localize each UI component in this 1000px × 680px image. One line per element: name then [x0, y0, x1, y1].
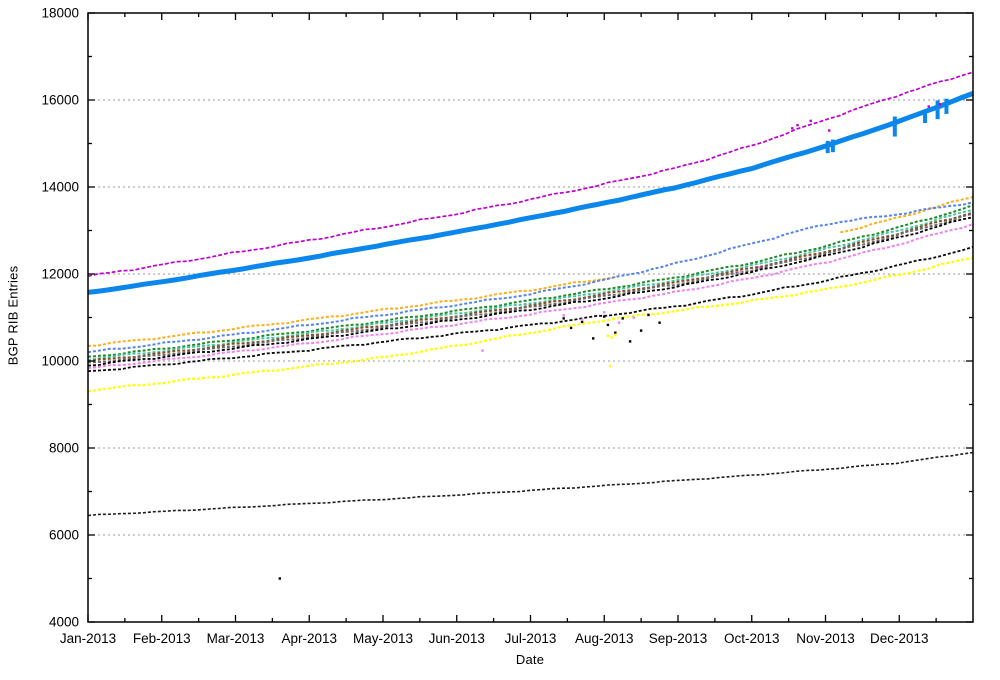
axis-ticks	[87, 12, 973, 623]
y-axis-title: BGP RIB Entries	[5, 265, 21, 366]
y-tick-labels: 4000 6000 8000 10000 12000 14000 16000 18000	[41, 6, 79, 630]
x-tick-label: Mar-2013	[207, 631, 265, 646]
y-tick-label: 10000	[41, 354, 79, 369]
outlier-point	[610, 336, 613, 339]
x-tick-label: Apr-2013	[281, 631, 337, 646]
outlier-point	[796, 124, 799, 127]
outlier-point	[621, 317, 624, 320]
outlier-point	[606, 323, 610, 327]
outlier-point	[278, 577, 281, 580]
x-tick-label: Aug-2013	[575, 631, 634, 646]
orange-line	[840, 196, 974, 234]
outlier-point	[757, 266, 761, 269]
orange-line	[87, 275, 620, 347]
outlier-point	[791, 127, 794, 130]
outlier-point	[614, 333, 617, 337]
outlier-point	[606, 334, 610, 337]
outlier-point	[608, 365, 612, 368]
outlier-point	[828, 129, 831, 132]
yellow-line	[87, 256, 974, 393]
outlier-point	[592, 337, 595, 340]
brown-line	[87, 211, 974, 363]
outlier-point	[580, 318, 584, 321]
violet-line	[87, 223, 974, 370]
outlier-point	[603, 315, 606, 318]
x-tick-label: Nov-2013	[796, 631, 855, 646]
y-tick-label: 6000	[49, 528, 79, 543]
yellow-outliers	[606, 333, 617, 368]
thick-blue-dips	[825, 98, 949, 154]
outlier-point	[569, 326, 573, 330]
series-lines	[87, 71, 974, 517]
gray-line	[87, 212, 974, 364]
x-tick-label: May-2013	[353, 631, 413, 646]
black-line-bottom	[87, 451, 974, 517]
outlier-point	[938, 103, 941, 106]
outlier-point	[628, 340, 632, 343]
outlier-point	[632, 316, 635, 319]
thick-blue-line	[87, 91, 974, 295]
x-axis-title: Date	[515, 652, 545, 667]
outlier-point	[603, 311, 606, 314]
x-tick-label: Jul-2013	[505, 631, 557, 646]
x-tick-label: Oct-2013	[724, 631, 780, 646]
y-tick-label: 16000	[41, 93, 79, 108]
x-tick-label: Jun-2013	[429, 631, 485, 646]
x-tick-label: Sep-2013	[649, 631, 708, 646]
outlier-point	[562, 314, 565, 317]
cornflower-blue-line	[87, 201, 974, 354]
outlier-point	[739, 270, 742, 273]
x-tick-label: Dec-2013	[870, 631, 929, 646]
outlier-point	[580, 320, 584, 324]
y-tick-label: 4000	[49, 615, 79, 630]
y-tick-label: 18000	[41, 6, 79, 21]
outlier-point	[639, 329, 643, 332]
outlier-point	[562, 317, 565, 320]
x-tick-label: Feb-2013	[133, 631, 191, 646]
green-line	[87, 204, 974, 358]
outlier-point	[927, 105, 930, 108]
purple-outliers	[791, 103, 941, 132]
teal-line	[87, 208, 974, 362]
black-line-upper	[87, 216, 974, 367]
outlier-point	[617, 321, 621, 324]
black-outliers	[278, 313, 661, 580]
y-tick-label: 8000	[49, 441, 79, 456]
violet-outliers	[481, 266, 761, 352]
outlier-point	[647, 313, 650, 317]
outlier-point	[614, 331, 617, 334]
y-tick-label: 14000	[41, 180, 79, 195]
black-line-mid	[87, 246, 974, 372]
x-tick-labels: Jan-2013 Feb-2013 Mar-2013 Apr-2013 May-2013…	[60, 631, 929, 646]
y-tick-label: 12000	[41, 267, 79, 282]
outlier-point	[809, 119, 812, 123]
purple-line	[87, 71, 974, 278]
x-tick-label: Jan-2013	[60, 631, 116, 646]
outlier-point	[658, 321, 661, 324]
outlier-point	[481, 349, 484, 352]
